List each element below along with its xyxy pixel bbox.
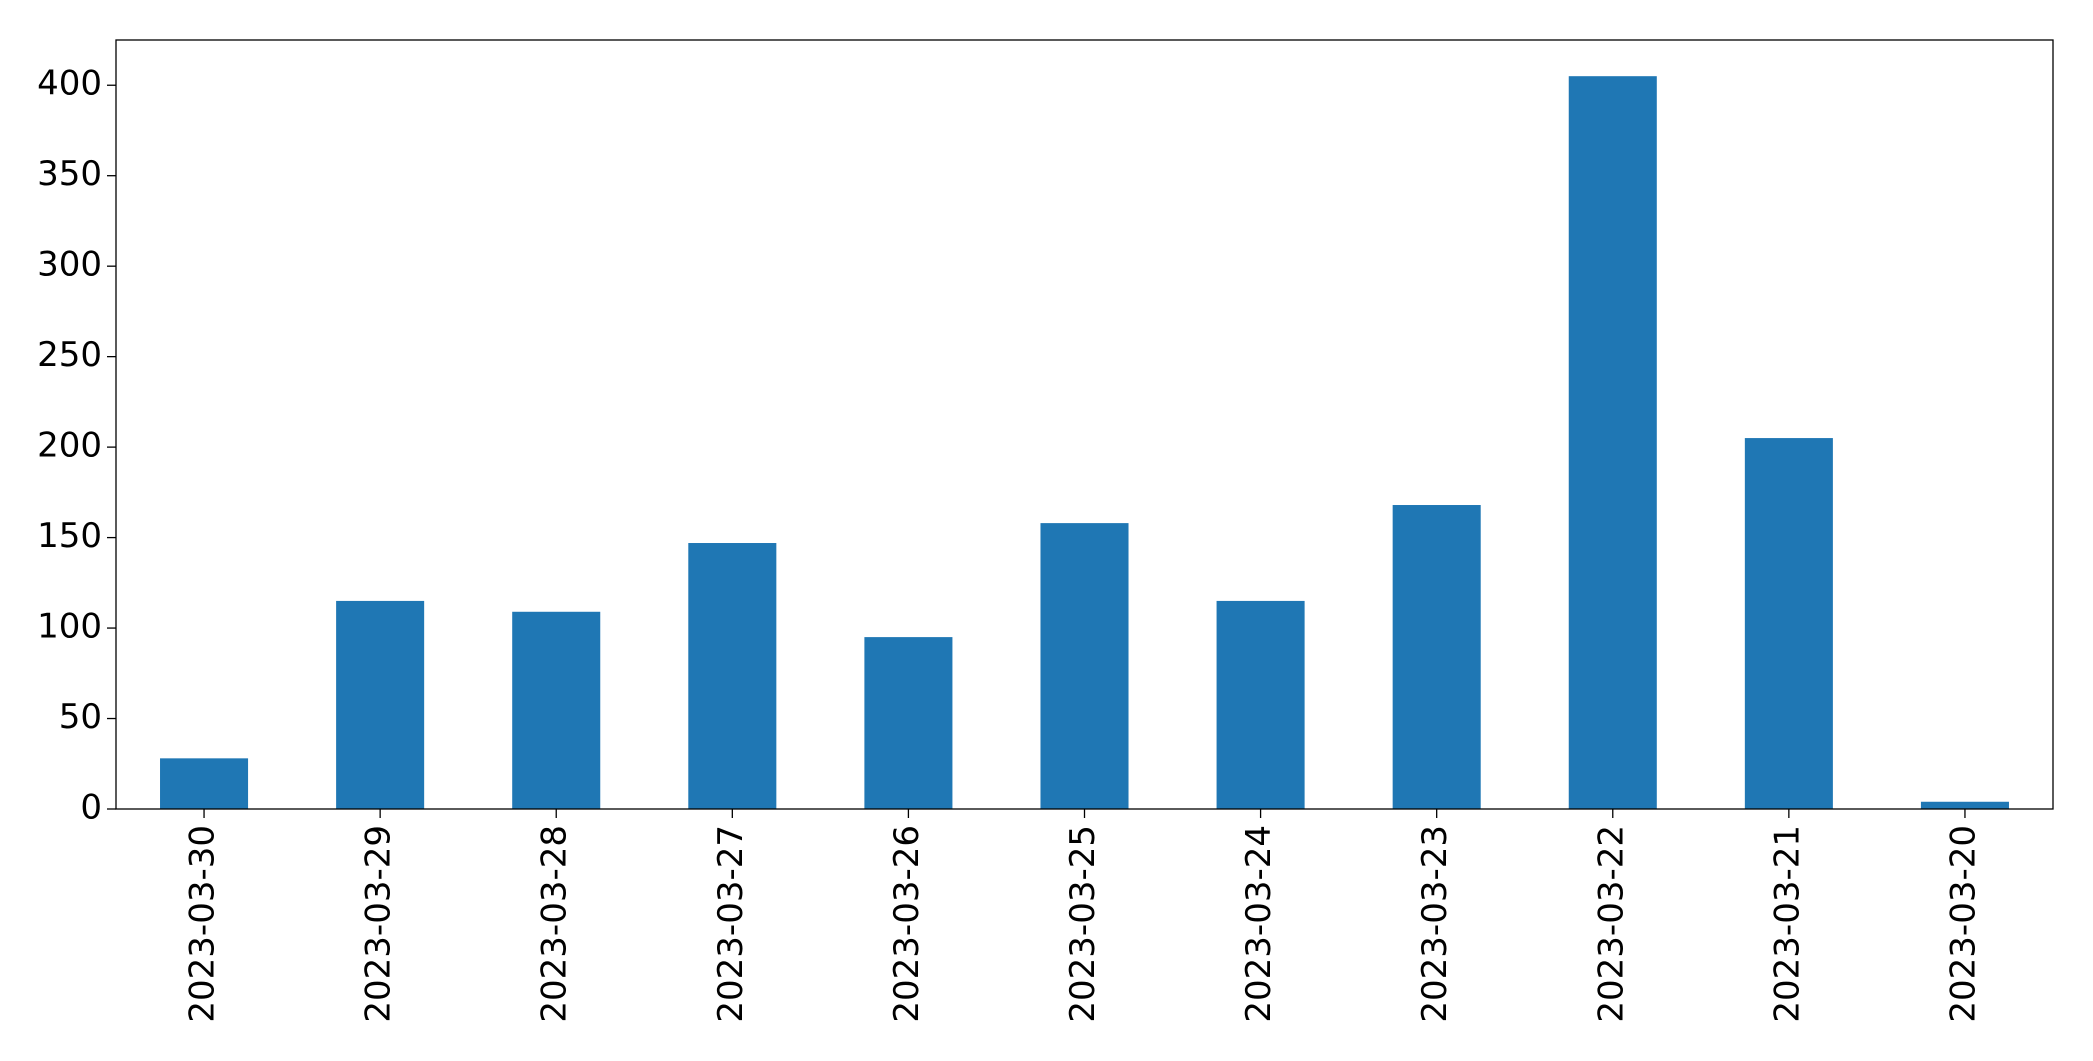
bar [1040,523,1129,809]
y-tick-label: 150 [37,516,102,556]
bar [1920,801,2009,809]
x-tick-label: 2023-03-28 [535,825,575,1023]
x-tick-label: 2023-03-30 [183,825,223,1023]
y-tick-label: 100 [37,607,102,647]
x-tick-label: 2023-03-20 [1943,825,1983,1023]
bar [688,543,777,809]
x-tick-label: 2023-03-29 [359,825,399,1023]
x-tick-label: 2023-03-25 [1063,825,1103,1023]
y-tick-label: 200 [37,426,102,466]
x-tick-label: 2023-03-21 [1767,825,1807,1023]
bar [1744,438,1833,809]
x-tick-label: 2023-03-26 [887,825,927,1023]
bar [336,600,425,809]
y-tick-label: 300 [37,245,102,285]
plot-frame [115,39,2054,810]
y-tick-label: 400 [37,64,102,104]
x-tick-label: 2023-03-22 [1591,825,1631,1023]
y-tick-label: 0 [80,788,102,828]
bar [1392,505,1481,809]
y-tick-label: 250 [37,335,102,375]
bar [864,637,953,809]
x-tick-label: 2023-03-23 [1415,825,1455,1023]
y-tick-label: 350 [37,154,102,194]
x-tick-label: 2023-03-27 [711,825,751,1023]
y-tick-label: 50 [59,697,102,737]
bar [1568,76,1657,809]
bar [512,611,601,809]
x-tick-label: 2023-03-24 [1239,825,1279,1023]
bar [160,758,249,809]
bar [1216,600,1305,809]
